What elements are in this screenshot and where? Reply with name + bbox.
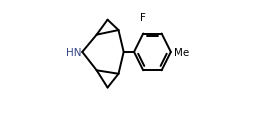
Text: HN: HN xyxy=(66,48,82,57)
Text: Me: Me xyxy=(174,48,189,57)
Text: F: F xyxy=(140,13,146,23)
